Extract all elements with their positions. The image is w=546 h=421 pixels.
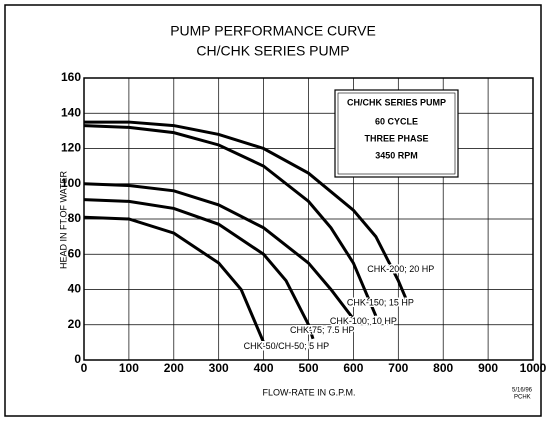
x-tick-label: 600 (343, 361, 363, 375)
legend-box (334, 89, 459, 178)
x-axis-label: FLOW-RATE IN G.P.M. (262, 387, 355, 397)
curve (83, 198, 315, 340)
series-label: CHK-100; 10 HP (330, 316, 397, 326)
series-label: CHK-75; 7.5 HP (290, 325, 355, 335)
series-label: CHK-50/CH-50; 5 HP (244, 341, 330, 351)
x-tick-label: 700 (388, 361, 408, 375)
x-tick-label: 800 (433, 361, 453, 375)
box-text: CH/CHK SERIES PUMP (347, 97, 446, 107)
y-tick-label: 160 (61, 70, 81, 84)
y-tick-label: 60 (68, 246, 82, 260)
y-tick-label: 140 (61, 105, 81, 119)
x-tick-label: 400 (254, 361, 274, 375)
y-tick-label: 20 (68, 317, 82, 331)
footnote: 5/16/96 (512, 388, 533, 394)
curve (84, 120, 409, 303)
series-label: CHK-150; 15 HP (347, 297, 414, 307)
plot-border (83, 77, 534, 361)
chart-title: PUMP PERFORMANCE CURVE (170, 23, 376, 39)
x-tick-label: 1000 (520, 361, 546, 375)
footnote: PCHK (514, 395, 531, 401)
x-tick-label: 900 (478, 361, 498, 375)
curve (83, 124, 378, 317)
curve (83, 182, 360, 326)
x-tick-label: 0 (81, 361, 88, 375)
curve (83, 215, 265, 343)
x-tick-label: 200 (164, 361, 184, 375)
y-tick-label: 100 (61, 176, 81, 190)
y-tick-label: 40 (68, 282, 82, 296)
x-tick-label: 500 (298, 361, 318, 375)
y-tick-label: 120 (61, 141, 81, 155)
y-axis-label: HEAD IN FT.OF WATER (58, 171, 68, 269)
x-tick-label: 300 (209, 361, 229, 375)
chart-subtitle: CH/CHK SERIES PUMP (196, 43, 349, 59)
x-tick-label: 100 (119, 361, 139, 375)
y-tick-label: 80 (68, 211, 82, 225)
series-label: CHK-200; 20 HP (367, 264, 434, 274)
y-tick-label: 0 (74, 352, 81, 366)
frame (4, 4, 542, 417)
box-text: 60 CYCLE (375, 116, 418, 126)
box-text: 3450 RPM (375, 150, 418, 160)
box-text: THREE PHASE (364, 133, 428, 143)
legend-box-inner (337, 92, 456, 175)
